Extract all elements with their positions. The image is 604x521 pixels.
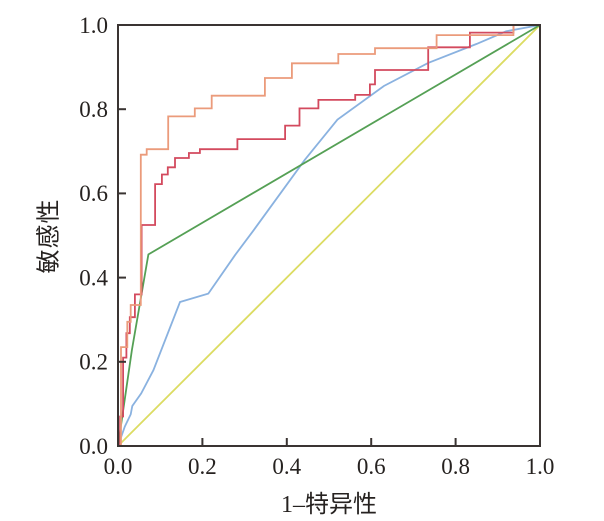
y-tick-label: 0.4 (79, 265, 108, 290)
x-tick-label: 1.0 (526, 454, 555, 479)
roc-curve-yellow-reference (117, 24, 541, 447)
x-tick-label: 0.4 (272, 454, 301, 479)
axes-box (117, 24, 541, 447)
y-tick-label: 0.2 (79, 350, 108, 375)
x-axis-title: 1–特异性 (281, 492, 377, 518)
x-tick-label: 0.2 (188, 454, 217, 479)
y-tick-label: 1.0 (79, 13, 108, 38)
x-tick-label: 0.8 (441, 454, 470, 479)
y-tick-label: 0.6 (79, 181, 108, 206)
y-tick-label: 0.0 (79, 434, 108, 459)
x-tick-label: 0.0 (104, 454, 133, 479)
roc-curve-blue (117, 24, 541, 447)
roc-curve-red (118, 24, 540, 447)
y-tick-label: 0.8 (79, 97, 108, 122)
y-axis-title: 敏感性 (36, 198, 63, 274)
x-tick-label: 0.6 (357, 454, 386, 479)
roc-curve-orange (118, 24, 540, 447)
